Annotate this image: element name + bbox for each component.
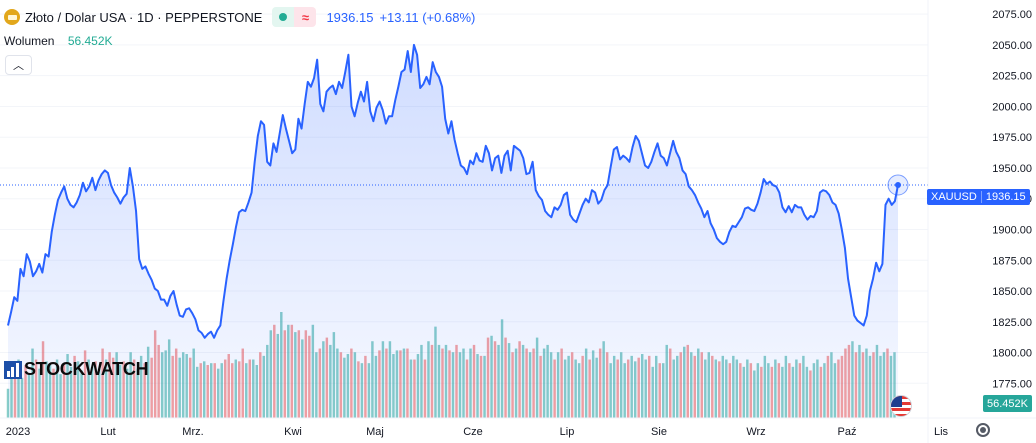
time-axis[interactable]: 2023 Lut Mrz. Kwi Maj Cze Lip Sie Wrz Paź Lis [6, 426, 949, 438]
last-price-marker [887, 174, 909, 196]
time-tick-label: Lis [934, 426, 949, 438]
price-tick-label: 1900.00 [992, 224, 1032, 236]
time-tick-label: Kwi [284, 426, 302, 438]
price-tick-label: 1875.00 [992, 255, 1032, 267]
time-tick-label: Mrz. [182, 426, 203, 438]
price-tick-label: 2000.00 [992, 101, 1032, 113]
last-price: 1936.15 [326, 9, 374, 25]
price-tick-label: 1975.00 [992, 132, 1032, 144]
price-line [7, 43, 899, 339]
collapse-chevron-icon: ︿ [13, 60, 24, 72]
price-badge-value: 1936.15 [980, 191, 1030, 203]
market-status[interactable]: ≈ [272, 7, 317, 27]
price-tick-label: 2050.00 [992, 40, 1032, 52]
market-open-dot-icon[interactable] [272, 7, 295, 27]
price-axis[interactable]: 2075.00 2050.00 2025.00 2000.00 1975.00 1950.… [992, 9, 1032, 390]
volume-badge: 56.452K [983, 395, 1032, 412]
price-tick-label: 2025.00 [992, 71, 1032, 83]
volume-legend: Wolumen 56.452K [4, 34, 113, 48]
time-tick-label: Lut [100, 426, 115, 438]
price-area [8, 44, 898, 419]
volume-value: 56.452K [67, 34, 113, 48]
time-tick-label: Maj [366, 426, 384, 438]
collapse-legend-button[interactable]: ︿ [5, 55, 32, 75]
delayed-data-icon[interactable]: ≈ [294, 7, 317, 27]
us-flag-icon[interactable] [890, 395, 912, 417]
watermark-text: STOCKWATCH [24, 359, 149, 379]
stockwatch-logo-icon [4, 360, 22, 379]
volume-label[interactable]: Wolumen [4, 34, 55, 48]
price-tick-label: 1825.00 [992, 317, 1032, 329]
last-price-dot [895, 182, 901, 189]
price-badge: XAUUSD 1936.15 [927, 189, 1030, 205]
time-tick-label: Cze [463, 426, 483, 438]
symbol-title[interactable]: Złoto / Dolar USA · 1D · PEPPERSTONE [25, 9, 263, 25]
price-tick-label: 1800.00 [992, 348, 1032, 360]
gold-symbol-icon[interactable] [4, 9, 20, 25]
price-badge-symbol: XAUUSD [931, 191, 977, 203]
time-tick-label: Lip [560, 426, 575, 438]
price-tick-label: 1950.00 [992, 163, 1032, 175]
volume-bar [6, 388, 10, 418]
price-tick-label: 1850.00 [992, 286, 1032, 298]
stockwatch-watermark: STOCKWATCH [4, 359, 149, 380]
symbol-legend: Złoto / Dolar USA · 1D · PEPPERSTONE ≈ 1… [4, 7, 475, 27]
price-change: +13.11 (+0.68%) [379, 9, 476, 25]
time-tick-label: Wrz [746, 426, 765, 438]
time-tick-label: Paź [838, 426, 857, 438]
time-tick-label: Sie [651, 426, 667, 438]
price-tick-label: 2075.00 [992, 9, 1032, 21]
time-tick-label: 2023 [6, 426, 30, 438]
settings-icon[interactable] [976, 423, 990, 437]
price-tick-label: 1775.00 [992, 378, 1032, 390]
